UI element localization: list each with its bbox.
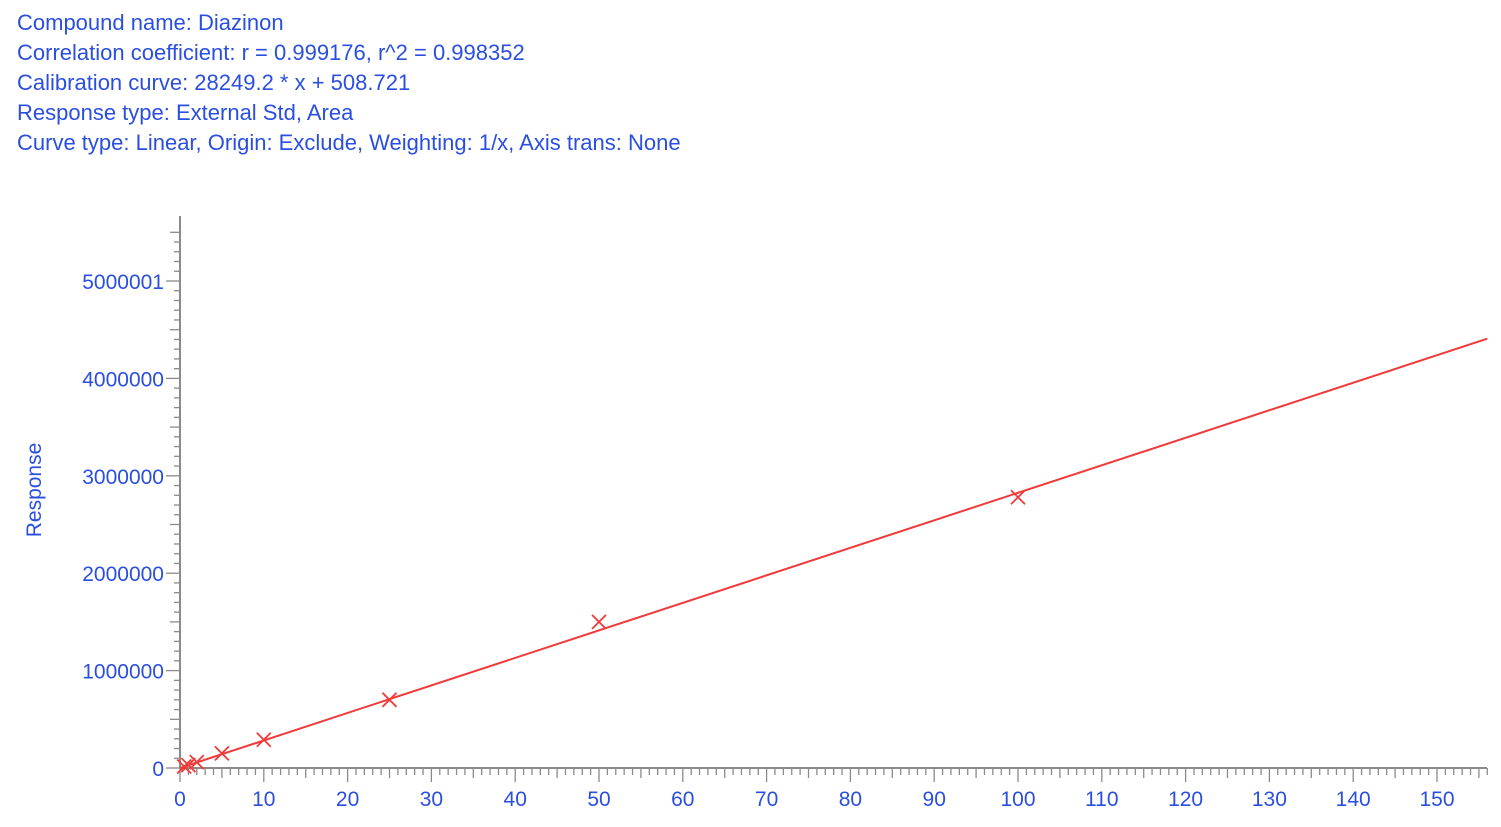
y-tick-label: 1000000 <box>82 661 164 684</box>
x-tick-label: 10 <box>252 788 275 811</box>
y-tick-label: 4000000 <box>82 368 164 391</box>
axes: 0 10 20 30 40 50 60 70 80 90 100 110 120 130 140 150 0 10… <box>82 216 1488 811</box>
y-tick-label: 5000001 <box>82 271 164 294</box>
x-tick-label: 130 <box>1252 788 1287 811</box>
x-tick-label: 140 <box>1336 788 1371 811</box>
data-point <box>189 754 205 770</box>
x-tick-label: 150 <box>1419 788 1454 811</box>
data-point <box>256 732 272 748</box>
calibration-header: Compound name: Diazinon Correlation coef… <box>17 8 681 158</box>
fit-line <box>179 337 1488 769</box>
data-point <box>381 692 398 708</box>
correlation-coefficient: Correlation coefficient: r = 0.999176, r… <box>17 40 525 65</box>
x-tick-label: 20 <box>336 788 359 811</box>
data-point <box>1010 489 1026 505</box>
compound-name: Compound name: Diazinon <box>17 10 284 35</box>
x-tick-label: 30 <box>420 788 443 811</box>
y-axis-label-group: Response <box>23 443 46 538</box>
data-points <box>176 489 1026 775</box>
calibration-curve: Calibration curve: 28249.2 * x + 508.721 <box>17 70 411 95</box>
x-tick-label: 50 <box>587 788 610 811</box>
x-tick-label: 70 <box>755 788 778 811</box>
x-tick-label: 90 <box>923 788 946 811</box>
x-tick-label: 120 <box>1168 788 1203 811</box>
x-tick-label: 0 <box>174 788 186 811</box>
fit-line-group <box>179 337 1488 769</box>
x-tick-label: 100 <box>1000 788 1035 811</box>
data-point <box>180 757 197 773</box>
data-point <box>176 758 192 775</box>
curve-type: Curve type: Linear, Origin: Exclude, Wei… <box>17 130 681 155</box>
x-tick-label: 110 <box>1085 788 1118 811</box>
y-axis-label: Response <box>23 443 46 538</box>
y-tick-label: 2000000 <box>82 563 164 586</box>
x-tick-label: 40 <box>504 788 527 811</box>
x-tick-label: 60 <box>671 788 694 811</box>
x-tick-label: 80 <box>839 788 862 811</box>
data-point <box>591 614 607 630</box>
y-tick-label: 3000000 <box>82 466 164 489</box>
response-type: Response type: External Std, Area <box>17 100 354 125</box>
data-point <box>214 745 230 762</box>
y-tick-label: 0 <box>152 758 164 781</box>
